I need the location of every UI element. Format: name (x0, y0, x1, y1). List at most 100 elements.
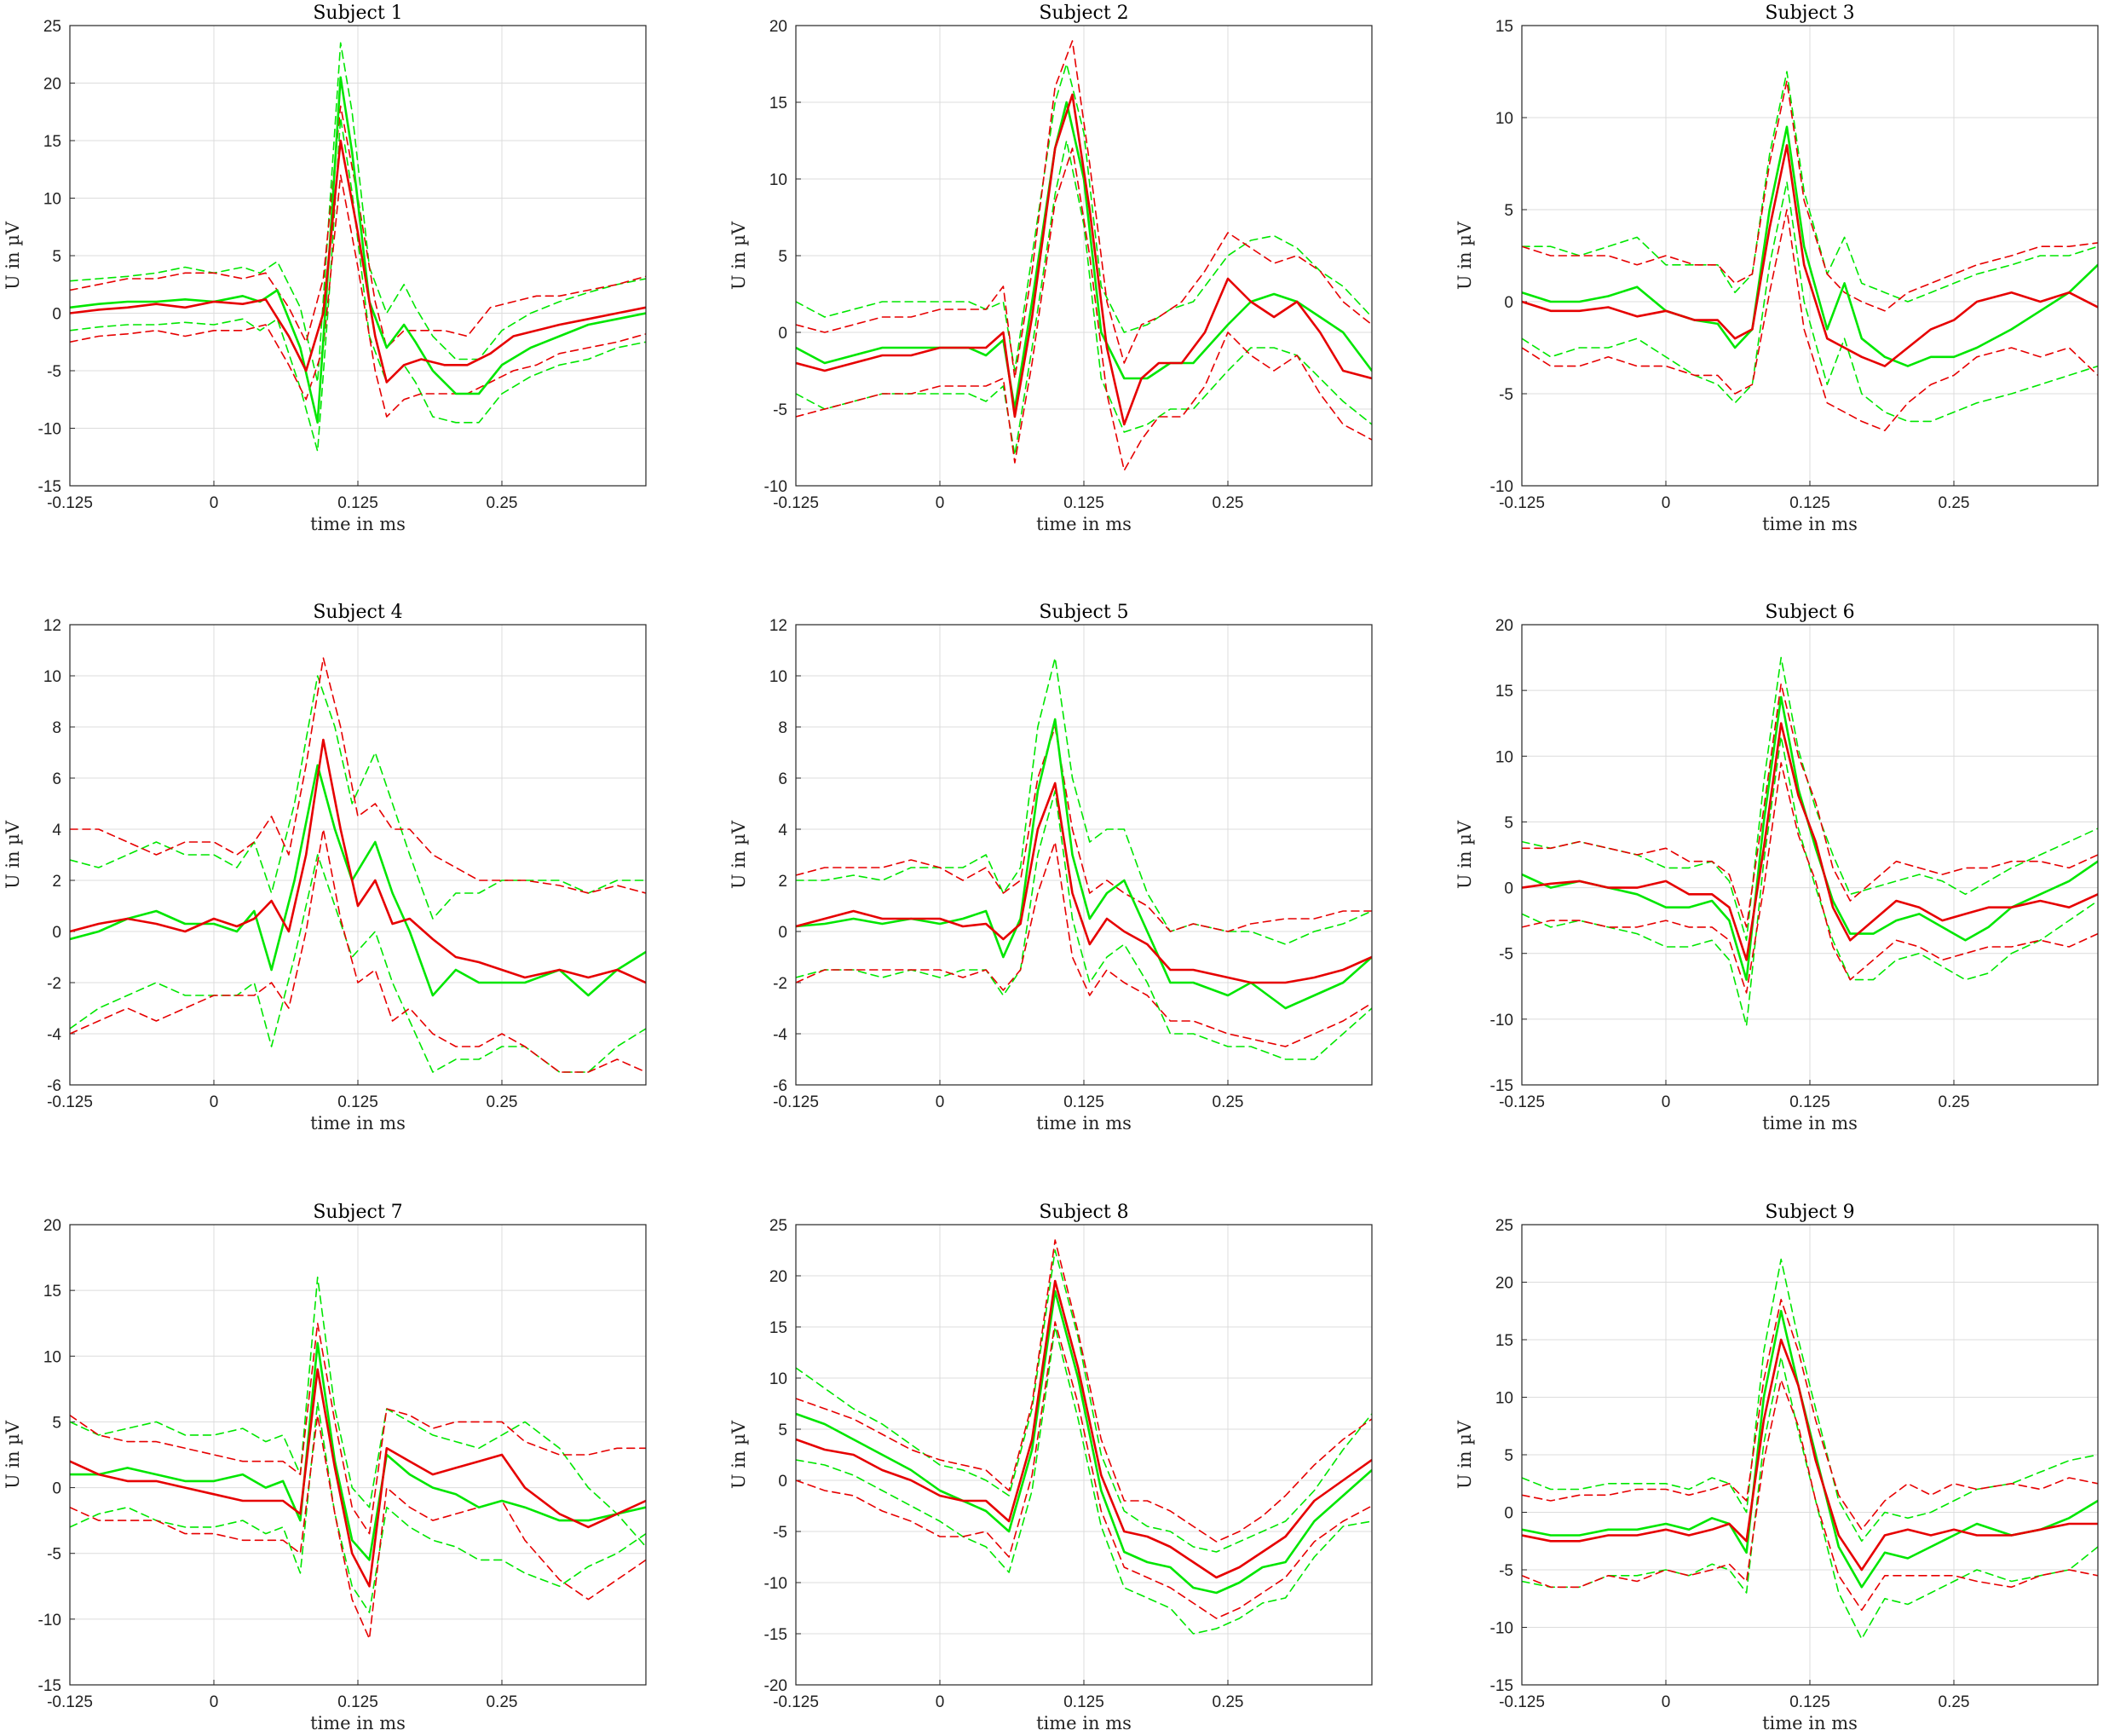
x-axis-label: time in ms (1036, 514, 1132, 534)
y-axis-label: U in µV (3, 221, 23, 290)
series-line-red-mean (796, 1279, 1372, 1579)
y-tick-label: 12 (769, 617, 787, 635)
subplot-title: Subject 3 (1765, 3, 1854, 24)
subplot-1: -0.125 0 0.125 0.25 -15 -10 -5 0 5 10 15 20 25 Subjec… (3, 3, 647, 534)
y-tick-label: 0 (52, 1480, 61, 1498)
y-tick-label: 5 (778, 1422, 787, 1439)
x-axis-label: time in ms (310, 514, 406, 534)
y-tick-label: -10 (1490, 1012, 1513, 1029)
x-tick-label: 0.25 (1939, 1093, 1970, 1111)
axes-frame (1521, 1224, 2099, 1686)
y-tick-label: 15 (1495, 18, 1513, 36)
subplot-7: -0.125 0 0.125 0.25 -15 -10 -5 0 5 10 15 20 Subject … (3, 1202, 647, 1733)
y-tick-label: 0 (52, 306, 61, 324)
series-line-red-upper (1522, 1299, 2098, 1531)
y-tick-label: -5 (1499, 1562, 1513, 1580)
subplot-title: Subject 2 (1039, 3, 1128, 24)
y-tick-label: -5 (47, 1546, 61, 1564)
y-tick-label: 0 (778, 1473, 787, 1491)
series-line-red-lower (796, 147, 1372, 471)
y-tick-label: -4 (47, 1026, 61, 1044)
y-tick-label: 25 (1495, 1217, 1513, 1235)
x-tick-label: 0.25 (1213, 1093, 1244, 1111)
series-line-green-mean (796, 101, 1372, 411)
y-tick-label: -15 (38, 1677, 61, 1695)
y-tick-label: 0 (1504, 880, 1513, 898)
x-tick-label: 0.125 (337, 494, 378, 512)
series-line-red-upper (796, 726, 1372, 932)
series-line-red-lower (1522, 1379, 2098, 1612)
series-line-green-upper (796, 1249, 1372, 1553)
x-tick-label: 0.125 (1063, 1693, 1104, 1711)
y-tick-label: 5 (1504, 1447, 1513, 1465)
y-tick-label: 5 (52, 1414, 61, 1432)
y-tick-label: -10 (764, 478, 787, 496)
y-tick-label: 20 (769, 1268, 787, 1286)
x-tick-label: 0.25 (487, 1693, 518, 1711)
x-tick-label: -0.125 (47, 1693, 93, 1711)
y-tick-label: 10 (43, 668, 61, 686)
y-tick-label: -15 (1490, 1077, 1513, 1095)
x-tick-label: 0 (1662, 1093, 1671, 1111)
x-tick-label: 0 (1662, 1693, 1671, 1711)
x-tick-label: 0.25 (487, 494, 518, 512)
subplot-6: -0.125 0 0.125 0.25 -15 -10 -5 0 5 10 15 20 Subject … (1455, 602, 2099, 1133)
y-tick-label: -5 (773, 401, 787, 419)
y-tick-label: 10 (43, 191, 61, 209)
x-tick-label: 0.25 (487, 1093, 518, 1111)
series-line-red-mean (1522, 722, 2098, 961)
axes-frame (1521, 624, 2099, 1086)
y-tick-label: 0 (778, 325, 787, 343)
y-tick-label: 10 (1495, 110, 1513, 128)
series-line-green-lower (796, 140, 1372, 456)
series-line-red-upper (796, 1239, 1372, 1543)
y-tick-label: 0 (52, 924, 61, 942)
series-line-red-lower (70, 828, 646, 1073)
axes-frame (69, 1224, 647, 1686)
subplot-4: -0.125 0 0.125 0.25 -6 -4 -2 0 2 4 6 8 10 12 Subject 4… (3, 602, 647, 1133)
series-line-red-upper (796, 40, 1372, 379)
series-line-green-upper (1522, 71, 2098, 303)
x-tick-label: 0 (936, 494, 945, 512)
axes-frame (69, 25, 647, 487)
series-line-red-mean (1522, 1338, 2098, 1572)
x-tick-label: 0.125 (1789, 1693, 1830, 1711)
x-tick-label: -0.125 (1499, 494, 1545, 512)
series-line-green-upper (70, 675, 646, 920)
series-line-red-upper (70, 1322, 646, 1535)
y-tick-label: -15 (38, 478, 61, 496)
series-line-green-upper (70, 42, 646, 384)
x-tick-label: 0.125 (337, 1693, 378, 1711)
y-tick-label: 5 (52, 248, 61, 266)
y-tick-label: 15 (43, 1283, 61, 1301)
series-line-red-lower (1522, 209, 2098, 432)
series-line-red-mean (1522, 144, 2098, 367)
y-tick-label: 15 (1495, 1332, 1513, 1350)
series-line-red-lower (70, 174, 646, 418)
x-tick-label: 0.25 (1213, 494, 1244, 512)
y-tick-label: -10 (38, 421, 61, 439)
series-line-green-lower (70, 1401, 646, 1613)
x-tick-label: -0.125 (47, 1093, 93, 1111)
y-tick-label: 4 (52, 822, 61, 839)
x-axis-label: time in ms (1762, 1113, 1858, 1133)
y-tick-label: -10 (764, 1575, 787, 1593)
axes-frame (795, 1224, 1373, 1686)
y-tick-label: 2 (778, 873, 787, 891)
series-line-red-upper (70, 657, 646, 894)
y-tick-label: 20 (43, 1217, 61, 1235)
series-line-red-mean (796, 93, 1372, 426)
y-tick-label: -10 (1490, 1620, 1513, 1638)
axes-frame (795, 25, 1373, 487)
x-tick-label: 0.25 (1939, 494, 1970, 512)
y-tick-label: -10 (1490, 478, 1513, 496)
subplot-5: -0.125 0 0.125 0.25 -6 -4 -2 0 2 4 6 8 10 12 Subject 5… (729, 602, 1373, 1133)
y-tick-label: 20 (1495, 1275, 1513, 1293)
y-tick-label: 4 (778, 822, 787, 839)
y-tick-label: -20 (764, 1677, 787, 1695)
x-axis-label: time in ms (1036, 1713, 1132, 1733)
series-line-green-lower (1522, 1356, 2098, 1640)
y-tick-label: 10 (43, 1348, 61, 1366)
x-tick-label: 0.125 (1063, 1093, 1104, 1111)
